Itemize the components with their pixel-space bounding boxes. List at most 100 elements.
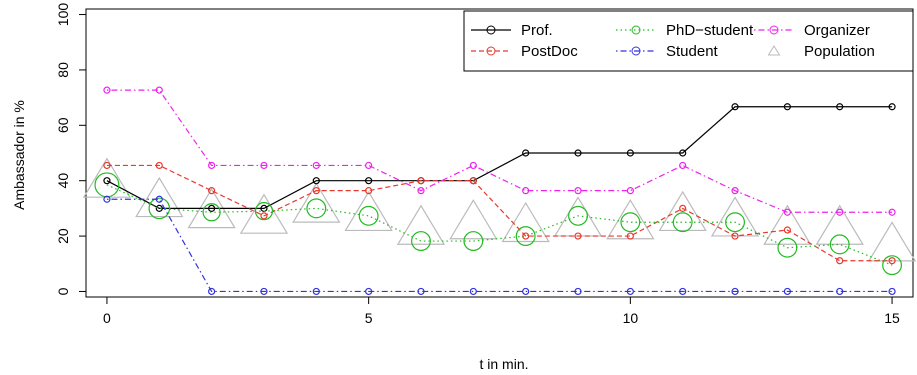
x-tick-label: 0 — [103, 310, 111, 326]
postdoc-point — [836, 257, 844, 265]
y-tick-label: 0 — [55, 287, 71, 295]
organizer-point — [208, 161, 216, 170]
student-point — [469, 287, 477, 296]
postdoc-point — [260, 212, 268, 220]
x-tick-label: 15 — [884, 310, 900, 326]
organizer-point — [836, 208, 844, 216]
phd-student-point — [672, 212, 693, 233]
postdoc-point — [365, 187, 373, 195]
prof-point — [574, 149, 582, 157]
student-point — [365, 287, 373, 296]
y-tick-label: 100 — [55, 3, 71, 27]
postdoc-point — [312, 187, 320, 195]
student-line — [106, 198, 893, 293]
legend-marker-phd-student — [631, 25, 641, 35]
phd-student-point — [829, 234, 850, 255]
legend-label-phd-student: PhD−student — [666, 22, 754, 39]
y-tick-label: 40 — [55, 173, 71, 189]
prof-point — [155, 204, 163, 212]
prof-point — [103, 177, 111, 185]
population-marker — [135, 176, 184, 218]
organizer-point — [417, 187, 425, 195]
postdoc-point — [155, 161, 163, 170]
organizer-point — [574, 187, 582, 195]
phd-student-line — [106, 184, 893, 266]
population-marker — [658, 190, 707, 232]
postdoc-point — [469, 177, 477, 185]
organizer-point — [783, 208, 791, 216]
student-point — [626, 287, 634, 296]
prof-point — [731, 103, 739, 111]
organizer-point — [731, 187, 739, 195]
prof-point — [522, 149, 530, 157]
organizer-line — [106, 89, 893, 213]
phd-student-point — [411, 231, 431, 252]
population-marker — [449, 199, 498, 240]
student-point — [208, 287, 216, 296]
legend-marker-student — [631, 46, 641, 56]
legend-label-postdoc: PostDoc — [521, 43, 578, 60]
organizer-point — [469, 161, 477, 170]
student-point — [888, 287, 896, 296]
prof-point — [208, 204, 216, 212]
postdoc-point — [783, 226, 791, 234]
prof-point — [626, 149, 634, 157]
legend-label-population: Population — [804, 43, 875, 60]
prof-point — [836, 103, 844, 111]
organizer-point — [103, 86, 111, 94]
population-marker — [501, 201, 550, 243]
legend-box — [463, 10, 914, 72]
phd-student-point — [202, 203, 221, 222]
phd-student-point — [620, 212, 641, 233]
x-tick-label: 10 — [623, 310, 639, 326]
postdoc-point — [103, 161, 111, 170]
postdoc-point — [626, 232, 634, 240]
student-point — [312, 287, 320, 296]
prof-point — [783, 103, 791, 111]
population-marker — [553, 196, 603, 237]
prof-point — [679, 149, 687, 157]
phd-student-point — [148, 197, 171, 220]
population-marker — [867, 221, 917, 262]
population-marker — [396, 204, 446, 245]
student-point — [679, 287, 687, 296]
postdoc-point — [679, 204, 687, 212]
y-tick-label: 60 — [55, 117, 71, 133]
legend-swatch-population — [767, 45, 781, 56]
legend-marker-organizer — [769, 25, 779, 35]
organizer-point — [888, 208, 896, 216]
phd-student-point — [777, 237, 798, 258]
organizer-point — [155, 86, 163, 94]
phd-student-point — [882, 255, 903, 276]
prof-point — [365, 177, 373, 185]
postdoc-point — [574, 232, 582, 240]
phd-student-point — [254, 202, 274, 221]
postdoc-line — [106, 164, 893, 262]
phd-student-point — [725, 212, 745, 233]
student-point — [783, 287, 791, 296]
population-marker — [344, 190, 393, 232]
phd-student-point — [463, 231, 484, 252]
organizer-point — [260, 161, 268, 170]
organizer-point — [679, 161, 687, 170]
population-marker — [239, 193, 289, 234]
prof-point — [312, 177, 320, 185]
y-tick-label: 20 — [55, 228, 71, 244]
prof-point — [888, 103, 896, 111]
phd-student-point — [306, 198, 327, 219]
population-marker — [292, 182, 341, 223]
x-tick-label: 5 — [365, 310, 373, 326]
legend-label-student: Student — [666, 43, 719, 60]
organizer-point — [365, 161, 373, 170]
prof-line — [106, 106, 893, 209]
legend-marker-postdoc — [486, 46, 496, 56]
student-point — [103, 195, 111, 203]
legend-label-prof: Prof. — [521, 22, 553, 39]
postdoc-point — [731, 232, 739, 240]
student-point — [574, 287, 582, 296]
population-marker — [763, 204, 812, 245]
student-point — [417, 287, 425, 296]
x-axis-label: t in min. — [479, 356, 528, 372]
postdoc-point — [888, 257, 896, 265]
